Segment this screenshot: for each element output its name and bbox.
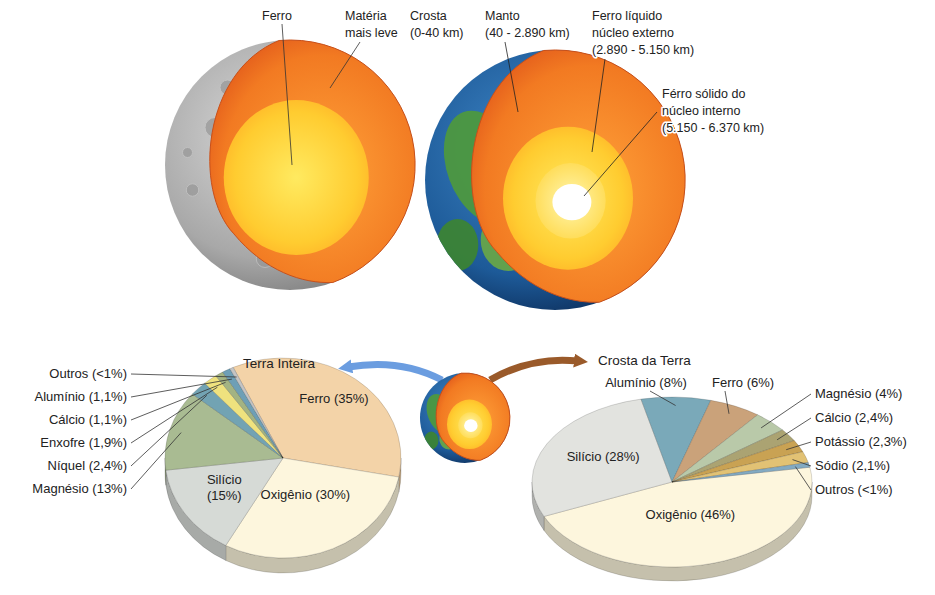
leader-line (330, 42, 360, 88)
slice-label: Silício (28%) (567, 449, 640, 464)
slice-label: Cálcio (2,4%) (815, 410, 893, 425)
leader-line (777, 418, 811, 440)
outer-core (503, 127, 633, 270)
leader-line (592, 59, 605, 152)
layer-label-line: (0-40 km) (410, 26, 463, 40)
slice-label: Níquel (2,4%) (48, 458, 127, 473)
pie-slices (165, 358, 401, 558)
slice-label: Sódio (2,1%) (815, 458, 890, 473)
layer-label: Crosta (0-40 km) (410, 9, 463, 40)
pie-slice (223, 369, 283, 458)
crater (186, 184, 199, 197)
mantle (472, 50, 686, 302)
pie-sides (165, 458, 401, 573)
land (437, 219, 479, 271)
land (424, 432, 438, 450)
layer-label-line: Ferro (262, 9, 292, 23)
slice-label: Potássio (2,3%) (815, 434, 907, 449)
leader-line (725, 391, 729, 414)
slice-labels: Ferro (35%) Oxigênio (30%) Silício(15%) Mag… (32, 366, 368, 503)
leader-line (795, 467, 811, 490)
layer-label-line: núcleo externo (592, 26, 674, 40)
leader-line (505, 42, 518, 112)
layer-label-line: (40 - 2.890 km) (485, 26, 570, 40)
slice-label: Outros (<1%) (49, 366, 127, 381)
layer-label-line: núcleo interno (662, 104, 741, 118)
interior (503, 127, 633, 270)
slice-label: Oxigênio (30%) (261, 487, 351, 502)
slice-label: Cálcio (1,1%) (49, 412, 127, 427)
layer-label: Férro sólido do núcleo interno (5.150 - 6.… (662, 87, 764, 135)
earth-surface (425, 50, 685, 310)
layer-label: Manto (40 - 2.890 km) (485, 9, 570, 40)
inner-core (464, 419, 478, 432)
arrow (348, 364, 442, 380)
slice-label: Magnésio (4%) (815, 386, 902, 401)
core-glow (536, 163, 606, 238)
cut-edge (472, 50, 686, 302)
pie-title: Terra Inteira (243, 356, 316, 371)
layer-label-line: (5.150 - 6.370 km) (662, 121, 764, 135)
leader-line (650, 391, 676, 406)
layer-label: Matéria mais leve (345, 9, 398, 40)
pie-slice (672, 463, 810, 482)
slice-label: Silício(15%) (207, 472, 242, 503)
layer-labels: Ferro Matéria mais leve Crosta (0-40 km) Mant… (262, 9, 764, 196)
outer-core (447, 400, 492, 450)
mantle (436, 373, 510, 460)
leader-line (131, 382, 226, 420)
pie-slice (230, 367, 283, 458)
layer-label-line: (2.890 - 5.150 km) (592, 43, 694, 57)
slice-label: Ferro (35%) (299, 391, 368, 406)
earth-globe (420, 373, 510, 463)
mercury-globe (165, 40, 415, 290)
layer-label-line: mais leve (345, 26, 398, 40)
slice-label: Oxigênio (46%) (646, 507, 736, 522)
interior (447, 400, 492, 450)
cut-edge (210, 40, 415, 283)
layer-label: Ferro líquido núcleo externo (2.890 - 5.15… (592, 9, 694, 57)
layer-label-line: Manto (485, 9, 520, 23)
figure: Ferro Matéria mais leve Crosta (0-40 km) Mant… (0, 0, 935, 595)
slice-label-line: Silício (207, 472, 242, 487)
earth-surface (420, 373, 510, 463)
mercury-surface (165, 40, 415, 290)
leader-line (786, 442, 811, 450)
slice-label-line: (15%) (207, 488, 242, 503)
mantle (210, 40, 415, 283)
leader-line (131, 433, 181, 489)
slice-label: Magnésio (13%) (32, 481, 127, 496)
slice-label: Enxofre (1,9%) (40, 435, 127, 450)
inner-core (552, 184, 591, 220)
pie-title: Crosta da Terra (598, 353, 691, 368)
pie-slices (532, 397, 812, 567)
globes (165, 40, 685, 310)
leader-line (282, 24, 292, 165)
pie-chart: Crosta da Terra Oxigênio (46%) Silício (28… (532, 353, 907, 581)
earth-globe (425, 50, 685, 310)
core (224, 100, 369, 255)
layer-label-line: Matéria (345, 9, 387, 23)
core-glow (458, 412, 482, 438)
leader-line (793, 460, 812, 466)
layer-label-line: Ferro líquido (592, 9, 662, 23)
crater (183, 148, 193, 158)
interior (224, 100, 369, 255)
slice-label: Outros (<1%) (815, 482, 893, 497)
cut-edge (436, 373, 510, 460)
pie-chart: Terra Inteira Ferro (35%) Oxigênio (30%) Si… (32, 356, 401, 573)
pie-slice (216, 372, 283, 458)
slice-label: Alumínio (1,1%) (35, 389, 127, 404)
leader-line (131, 374, 237, 377)
leader-line (131, 395, 207, 466)
slice-label: Alumínio (8%) (605, 375, 687, 390)
leader-line (131, 379, 232, 397)
arrow (490, 360, 578, 380)
layer-label-line: Crosta (410, 9, 447, 23)
slice-label: Ferro (6%) (712, 375, 774, 390)
layer-label-line: Férro sólido do (662, 87, 745, 101)
layer-label: Ferro (262, 9, 292, 23)
slice-labels: Oxigênio (46%) Silício (28%) Alumínio (8%)… (567, 375, 907, 522)
leader-line (584, 112, 657, 196)
